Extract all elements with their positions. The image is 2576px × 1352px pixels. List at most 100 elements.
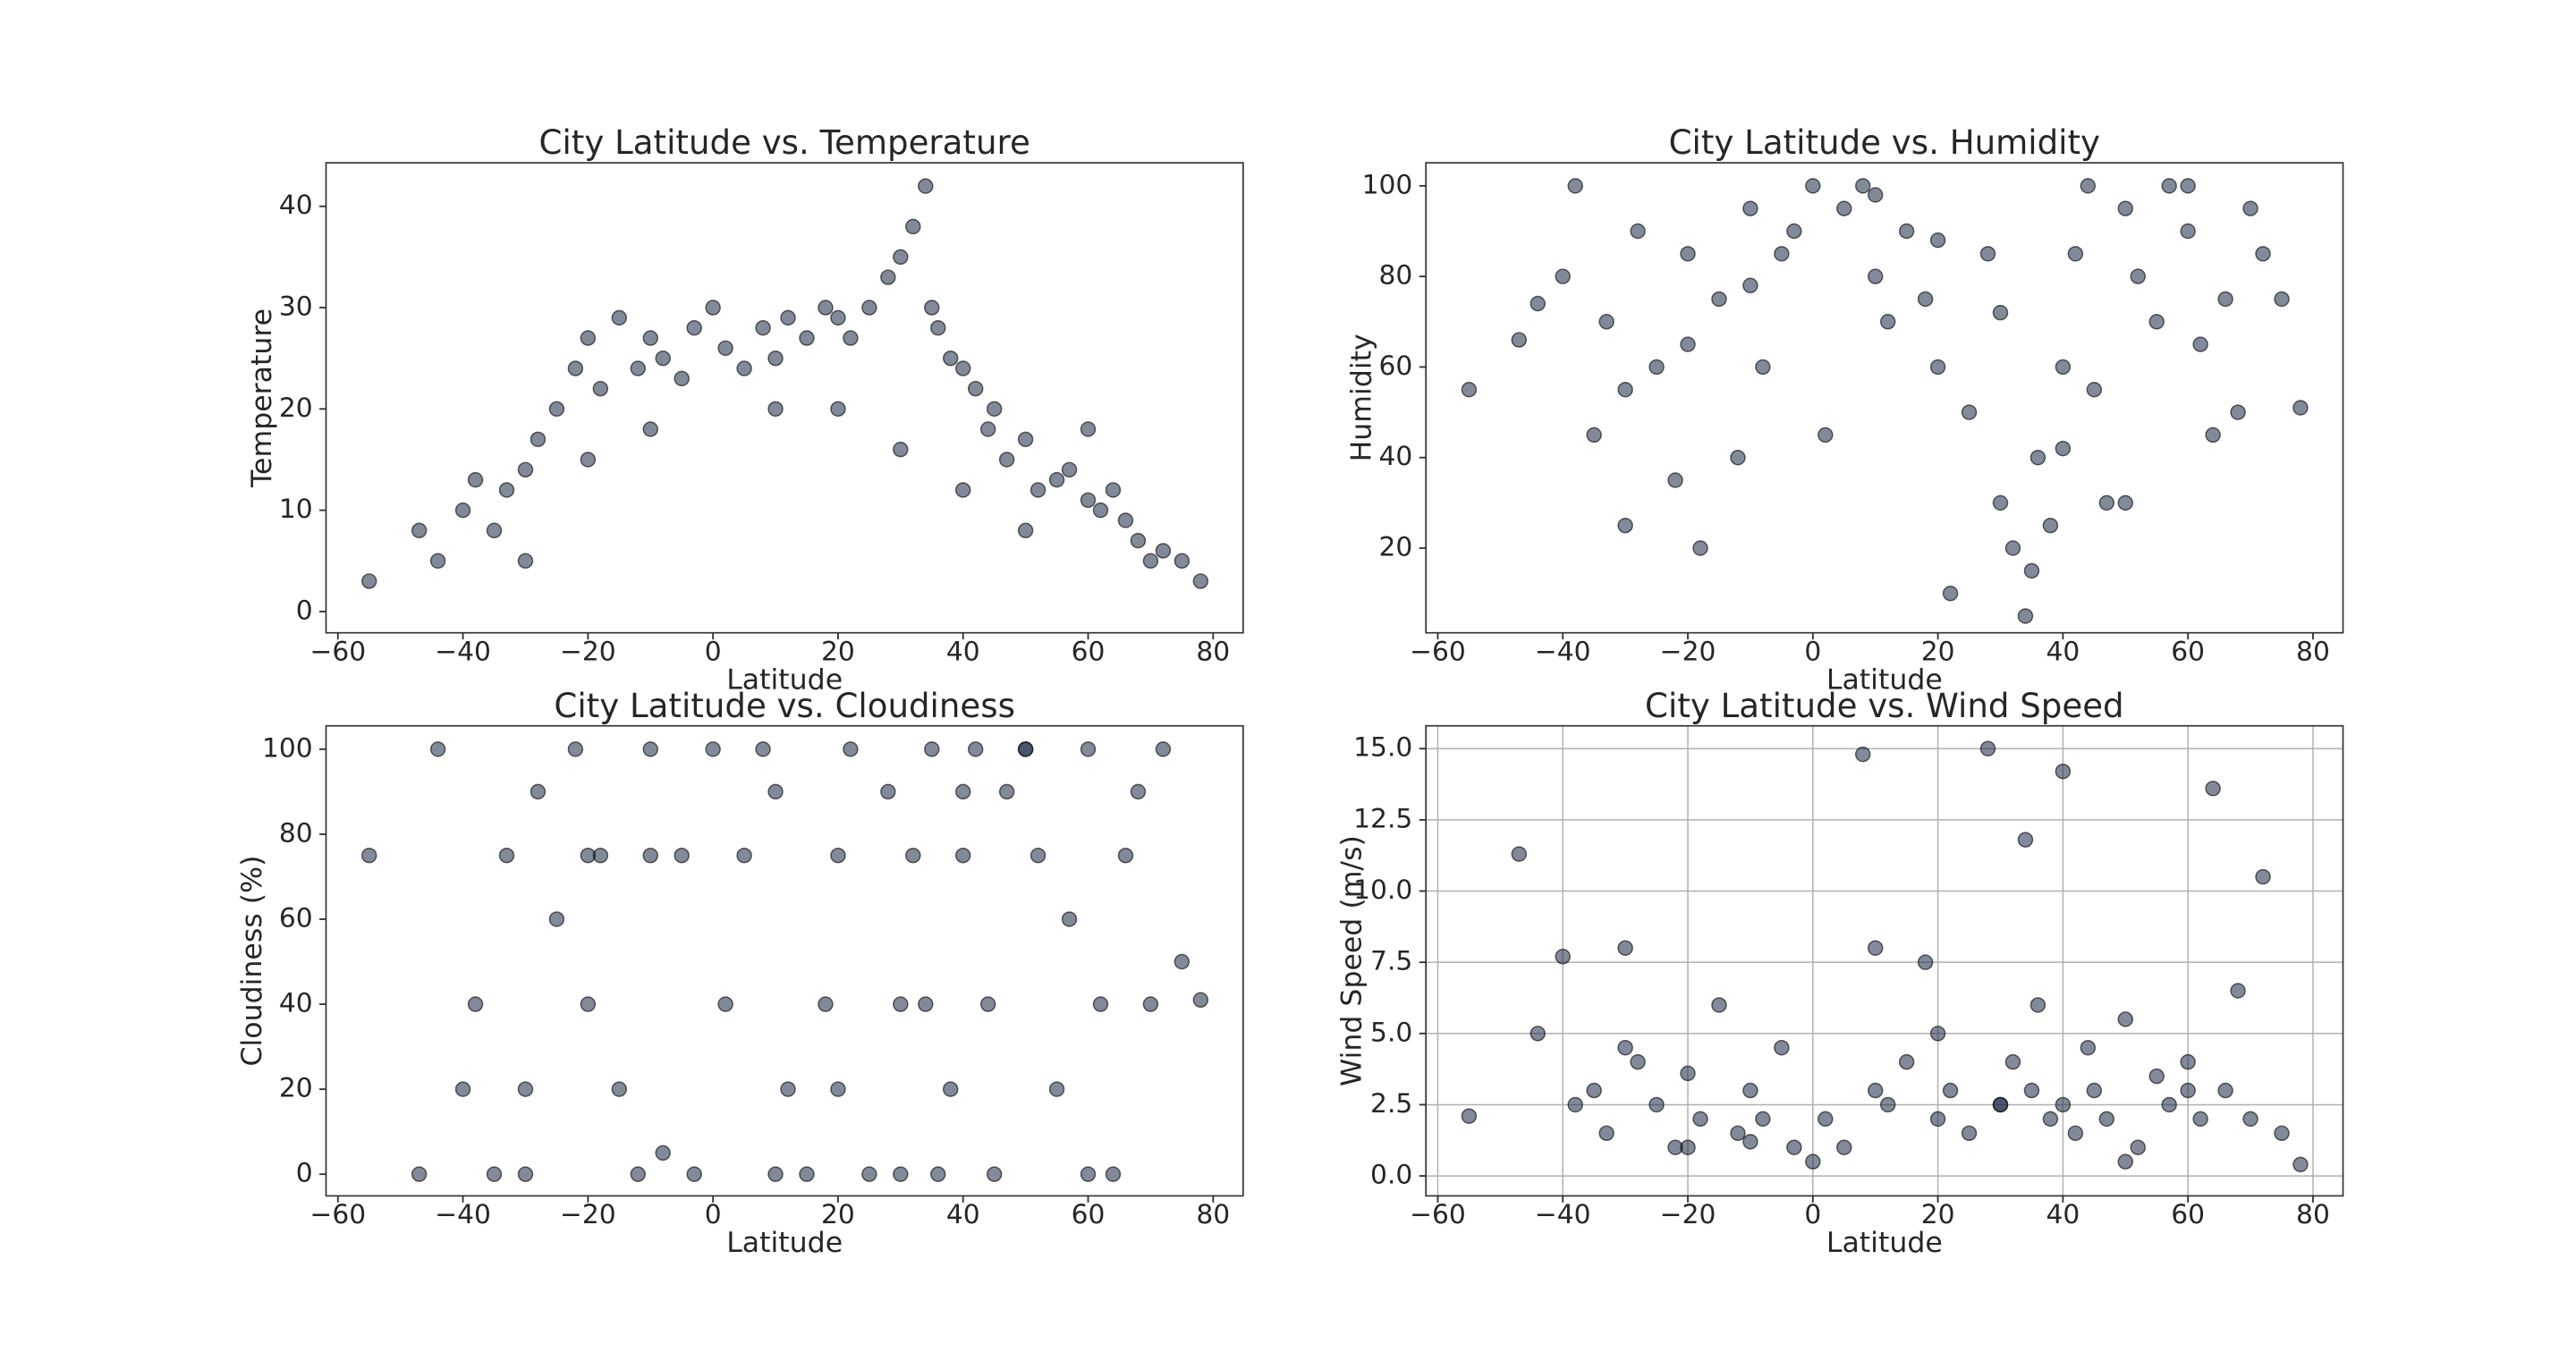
- point: [1898, 1053, 1915, 1070]
- chart-title: City Latitude vs. Humidity: [1669, 123, 2100, 162]
- point: [2192, 336, 2208, 352]
- point: [893, 1166, 909, 1182]
- point: [799, 1166, 815, 1182]
- point: [2017, 608, 2034, 624]
- point: [1680, 1065, 1696, 1082]
- point: [630, 360, 647, 376]
- point: [548, 401, 565, 418]
- point: [517, 1166, 534, 1182]
- point: [642, 847, 658, 864]
- x-tick-label: −20: [560, 1199, 616, 1230]
- x-tick-label: 20: [1921, 636, 1955, 667]
- point: [1774, 1039, 1790, 1056]
- point: [943, 1081, 959, 1097]
- point: [2029, 449, 2046, 466]
- x-tick-label: −40: [435, 1199, 491, 1230]
- point: [1667, 472, 1683, 488]
- y-axis-label: Humidity: [1346, 334, 1378, 461]
- point: [1836, 200, 1852, 216]
- point: [1917, 291, 1934, 308]
- point: [930, 319, 946, 336]
- point: [818, 996, 834, 1012]
- x-tick-label: 0: [1804, 636, 1821, 667]
- y-tick-label: 20: [1379, 532, 1413, 563]
- point: [548, 911, 565, 927]
- x-tick-label: 60: [1072, 636, 1106, 667]
- point: [2230, 404, 2246, 420]
- point: [861, 300, 877, 316]
- point: [1530, 1026, 1546, 1042]
- point: [1929, 359, 1946, 376]
- point: [861, 1166, 877, 1182]
- point: [780, 309, 796, 326]
- point: [1730, 1125, 1746, 1142]
- point: [486, 522, 503, 539]
- point: [918, 996, 934, 1012]
- chart-title: City Latitude vs. Wind Speed: [1645, 687, 2124, 725]
- point: [986, 1166, 1003, 1182]
- point: [2023, 562, 2040, 579]
- point: [517, 461, 534, 478]
- x-tick-label: 60: [2171, 1199, 2205, 1230]
- point: [1867, 940, 1884, 956]
- point: [930, 1166, 946, 1182]
- x-tick-label: 60: [2171, 636, 2205, 667]
- x-tick-label: 80: [1196, 1199, 1230, 1230]
- point: [2292, 400, 2309, 416]
- point: [467, 996, 484, 1012]
- point: [736, 847, 752, 864]
- point: [1117, 847, 1134, 864]
- point: [361, 573, 377, 589]
- x-axis-label: Latitude: [1826, 1227, 1943, 1259]
- y-axis-label: Cloudiness (%): [236, 856, 268, 1067]
- point: [1786, 223, 1802, 240]
- point: [2130, 268, 2146, 284]
- x-tick-label: 20: [821, 1199, 855, 1230]
- point: [592, 380, 609, 397]
- point: [830, 309, 846, 326]
- point: [517, 1081, 534, 1097]
- point: [830, 847, 846, 864]
- point: [611, 1081, 628, 1097]
- plot-frame: [325, 162, 1244, 634]
- point: [830, 1081, 846, 1097]
- point: [1917, 954, 1934, 970]
- y-tick-label: 80: [279, 817, 313, 849]
- y-tick-label: 100: [1362, 169, 1413, 200]
- point: [567, 741, 584, 757]
- point: [1929, 1111, 1946, 1128]
- x-tick-label: 0: [1804, 1199, 1821, 1230]
- point: [2230, 983, 2246, 999]
- point: [830, 401, 846, 418]
- point: [967, 741, 984, 757]
- point: [1805, 1153, 1821, 1170]
- point: [2180, 223, 2196, 240]
- point: [1992, 1096, 2009, 1113]
- point: [1742, 277, 1758, 294]
- point: [2029, 997, 2046, 1013]
- point: [967, 380, 984, 397]
- point: [580, 847, 597, 864]
- x-tick-label: −60: [309, 636, 366, 667]
- point: [918, 178, 934, 194]
- x-tick-label: −60: [309, 1199, 366, 1230]
- y-tick-label: 0: [296, 1158, 313, 1189]
- y-tick-label: 5.0: [1370, 1017, 1412, 1048]
- point: [1030, 482, 1046, 498]
- point: [1142, 996, 1159, 1012]
- x-axis-label: Latitude: [726, 1227, 843, 1259]
- point: [1867, 1082, 1884, 1099]
- point: [686, 319, 702, 336]
- point: [998, 452, 1015, 468]
- point: [1818, 1111, 1834, 1128]
- point: [467, 471, 484, 488]
- point: [2192, 1111, 2208, 1128]
- point: [1080, 492, 1097, 509]
- point: [642, 741, 658, 757]
- point: [1867, 268, 1884, 284]
- point: [1061, 461, 1078, 478]
- point: [954, 847, 971, 864]
- point: [642, 330, 658, 346]
- point: [2148, 1068, 2165, 1085]
